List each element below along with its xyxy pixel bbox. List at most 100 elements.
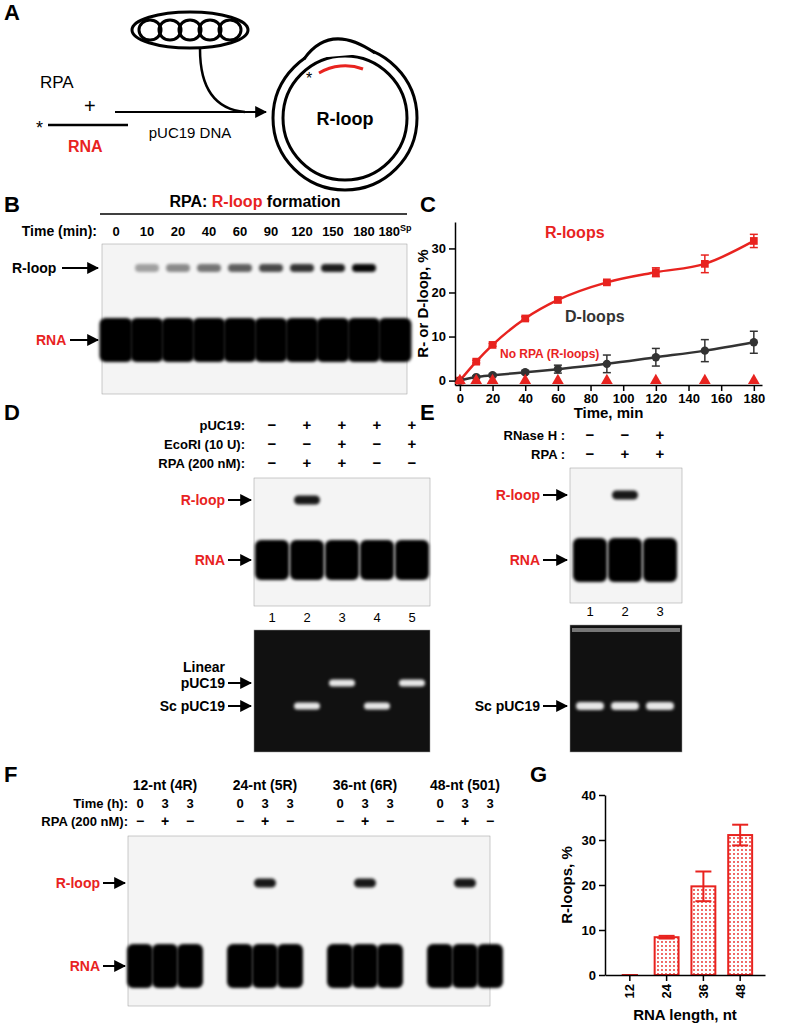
gel-band xyxy=(611,702,639,710)
lane-label: 120 xyxy=(291,224,313,239)
label: Time (min): xyxy=(22,223,97,239)
gel-band xyxy=(321,264,345,272)
rna-strand xyxy=(48,124,128,127)
lane-condition: − xyxy=(286,813,294,829)
lane-condition: − xyxy=(268,454,277,471)
tick: 60 xyxy=(551,385,565,406)
lane-label: 60 xyxy=(233,224,247,239)
arrow xyxy=(228,705,251,707)
gel-band xyxy=(352,264,376,272)
lane-condition: 3 xyxy=(161,796,168,811)
gel xyxy=(102,244,407,394)
lane-text: 120 xyxy=(291,224,313,239)
label: Time (h): xyxy=(73,796,128,811)
marker xyxy=(472,358,480,366)
gel-band xyxy=(227,944,253,988)
marker xyxy=(750,338,758,346)
axis-title: R- or D-loop, % xyxy=(414,249,431,357)
error-bar xyxy=(750,331,758,353)
tick-mark xyxy=(703,975,705,981)
gel-band xyxy=(352,944,378,988)
error-bar-part xyxy=(652,276,660,278)
tick: 40 xyxy=(518,385,532,406)
plasmid xyxy=(132,12,248,48)
arrow xyxy=(115,111,266,113)
tick: 30 xyxy=(432,241,455,256)
figure: ARPA+*RNApUC19 DNA*R-loopBRPA: R-loop fo… xyxy=(0,0,805,1031)
lane-condition: 3 xyxy=(361,796,368,811)
label: RNA xyxy=(70,958,100,974)
panel-letter: D xyxy=(4,400,20,425)
plasmid-inner xyxy=(283,56,407,180)
tick-label: 20 xyxy=(582,878,596,893)
label: RNA xyxy=(68,138,103,155)
axis-line xyxy=(456,385,763,387)
label: R-loop xyxy=(12,260,56,276)
bar xyxy=(655,937,679,975)
group-label: 48-nt (501) xyxy=(430,777,500,793)
lane-number: 2 xyxy=(303,610,310,625)
arrow xyxy=(103,882,125,884)
tick: 20 xyxy=(486,385,500,406)
gel-bands xyxy=(255,496,429,581)
lane-condition: − xyxy=(621,426,630,443)
lane-condition: + xyxy=(656,445,665,462)
tick-mark xyxy=(629,975,631,981)
title-rule xyxy=(100,213,407,215)
gel-well xyxy=(572,628,680,632)
gel-band xyxy=(100,318,133,362)
tick-label: 180 xyxy=(743,391,765,406)
marker xyxy=(701,260,709,268)
tick-mark xyxy=(688,385,690,391)
error-bar-part xyxy=(652,365,660,367)
label: RNA xyxy=(195,552,225,568)
lane-condition: + xyxy=(303,416,312,433)
lane-number: 4 xyxy=(373,610,380,625)
gel-band xyxy=(224,318,257,362)
lane-condition: − xyxy=(586,426,595,443)
gel-band xyxy=(135,264,159,272)
error-bar xyxy=(695,872,711,902)
axis: 12243648 xyxy=(606,975,766,998)
tick: 48 xyxy=(733,975,748,998)
tick: 30 xyxy=(582,833,605,848)
gel-band xyxy=(377,944,403,988)
tick-label: 0 xyxy=(457,391,464,406)
group-label: 24-nt (5R) xyxy=(233,777,298,793)
lane-condition: − xyxy=(268,435,277,452)
lane-text: 40 xyxy=(202,224,216,239)
gel-band xyxy=(643,538,677,582)
gel-band xyxy=(325,540,359,580)
series-label: No RPA (R-loops) xyxy=(500,347,599,361)
gel-band xyxy=(254,879,276,888)
error-bar xyxy=(701,340,709,362)
error-bar-part xyxy=(750,247,758,249)
label: RPA (200 nM): xyxy=(41,814,128,829)
gel-band xyxy=(354,879,376,888)
tick-label: 10 xyxy=(582,923,596,938)
label: pUC19 DNA xyxy=(149,124,232,141)
lane-condition: + xyxy=(303,454,312,471)
label: + xyxy=(84,95,96,117)
gel-bands xyxy=(572,628,680,710)
plasmid-outer xyxy=(273,46,417,190)
lane-condition: 3 xyxy=(486,796,493,811)
marker xyxy=(748,374,760,384)
error-bar-part xyxy=(652,348,660,350)
group-label: 36-nt (6R) xyxy=(333,777,398,793)
title-part: formation xyxy=(262,193,340,210)
tick-mark xyxy=(599,885,605,887)
gel-band xyxy=(364,703,390,710)
lane-condition: 3 xyxy=(261,796,268,811)
gel-band xyxy=(286,318,319,362)
tick: 10 xyxy=(582,923,605,938)
lane-condition: + xyxy=(161,813,169,829)
lane-text: 60 xyxy=(233,224,247,239)
title: RPA: R-loop formation xyxy=(169,193,340,210)
tick: 140 xyxy=(678,385,700,406)
error-bar xyxy=(603,355,611,373)
gel-band xyxy=(177,944,203,988)
tick: 10 xyxy=(432,329,455,344)
tick-label: 30 xyxy=(432,241,446,256)
title-part: RPA: xyxy=(169,193,211,210)
